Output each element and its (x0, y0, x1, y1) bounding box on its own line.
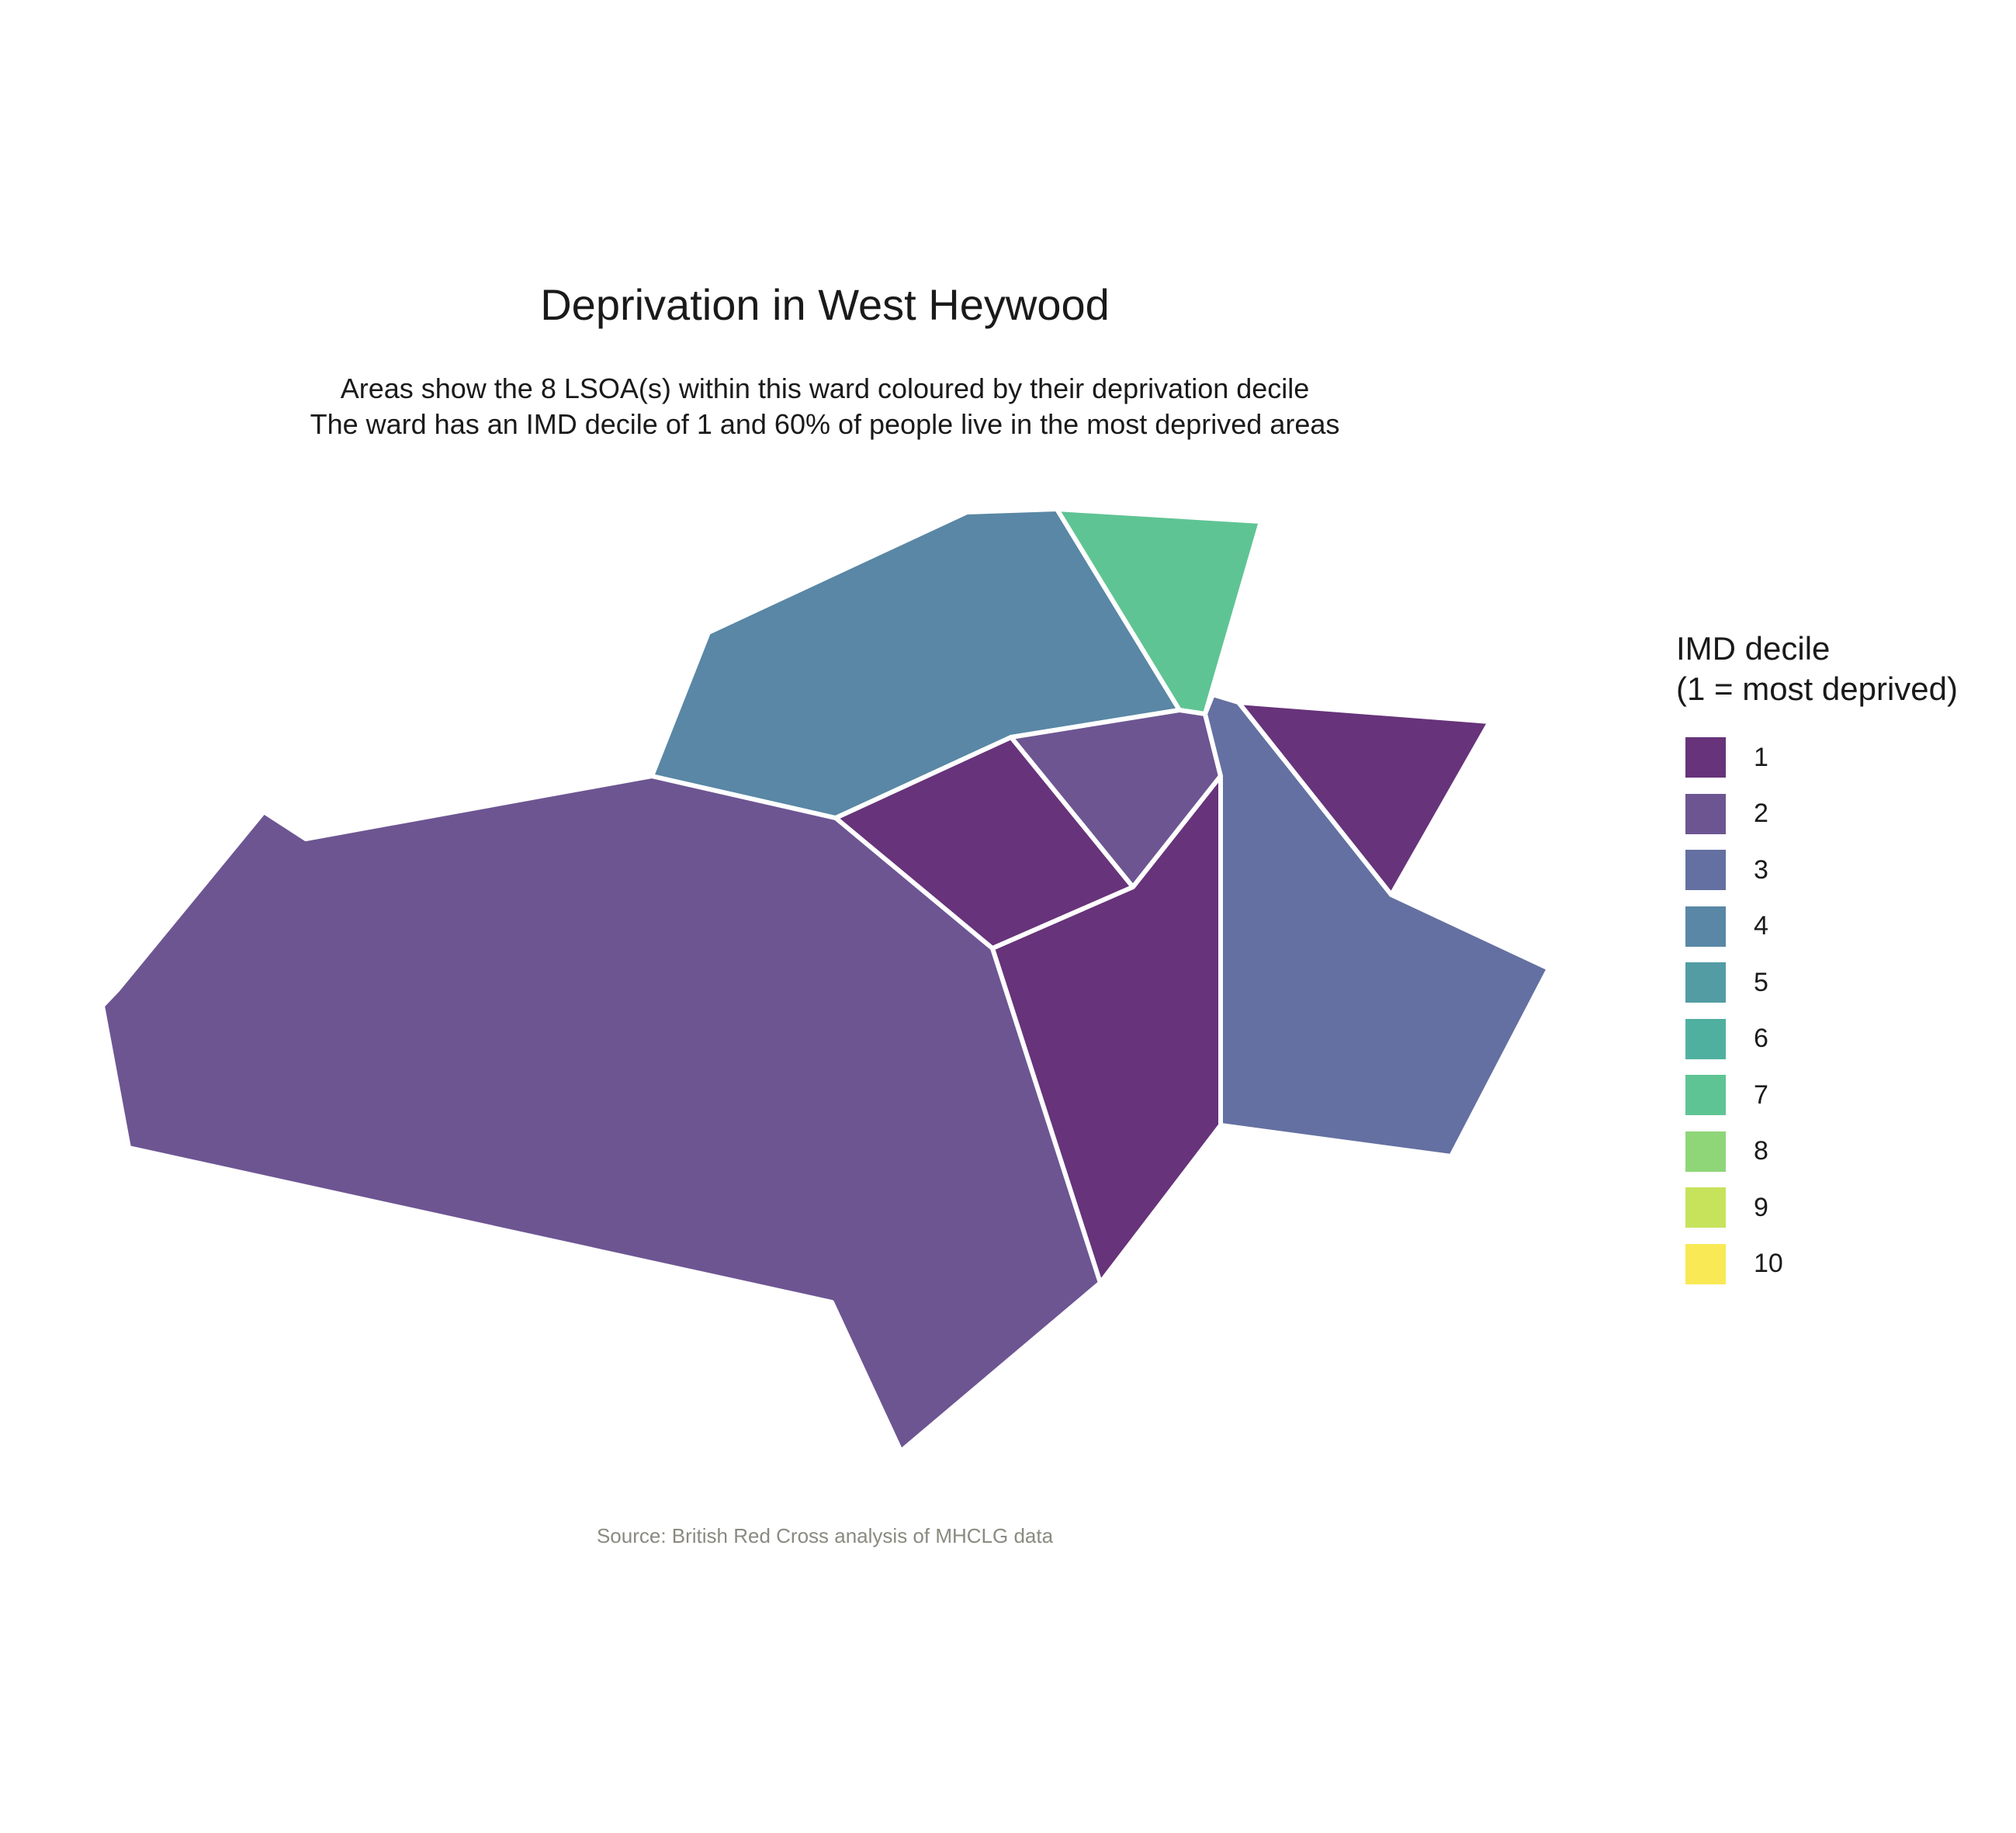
lsoa-west-large (100, 774, 1103, 1454)
legend-label: 5 (1754, 967, 1768, 997)
legend-swatch (1685, 1187, 1726, 1228)
legend-swatch (1685, 906, 1726, 947)
legend-title: IMD decile (1 = most deprived) (1676, 629, 1958, 709)
map-title: Deprivation in West Heywood (540, 280, 1110, 329)
legend-label: 8 (1754, 1136, 1768, 1166)
legend-label: 4 (1754, 911, 1768, 941)
legend-swatch (1685, 793, 1726, 834)
legend-item-1: 1 (1676, 729, 1958, 786)
legend-label: 10 (1754, 1249, 1783, 1279)
legend-label: 2 (1754, 799, 1768, 829)
legend-item-8: 8 (1676, 1124, 1958, 1180)
legend-item-2: 2 (1676, 786, 1958, 843)
legend-label: 7 (1754, 1079, 1768, 1110)
legend-item-7: 7 (1676, 1067, 1958, 1124)
legend-label: 9 (1754, 1192, 1768, 1222)
legend-item-6: 6 (1676, 1011, 1958, 1068)
map-subtitle: Areas show the 8 LSOA(s) within this war… (0, 371, 1650, 442)
legend-title-line-2: (1 = most deprived) (1676, 670, 1958, 707)
legend-swatch (1685, 962, 1726, 1003)
legend-swatch (1685, 1075, 1726, 1116)
legend-title-line-1: IMD decile (1676, 630, 1831, 667)
legend-label: 6 (1754, 1024, 1768, 1054)
legend: IMD decile (1 = most deprived) 1 2 3 4 5… (1676, 629, 1958, 1292)
source-caption: Source: British Red Cross analysis of MH… (596, 1524, 1054, 1547)
legend-items: 1 2 3 4 5 6 7 8 9 10 (1676, 729, 1958, 1292)
legend-item-9: 9 (1676, 1180, 1958, 1236)
legend-item-5: 5 (1676, 955, 1958, 1011)
lsoa-far-east (1236, 700, 1492, 897)
legend-swatch (1685, 1131, 1726, 1172)
legend-swatch (1685, 737, 1726, 778)
lsoa-east (1203, 692, 1551, 1159)
subtitle-line-2: The ward has an IMD decile of 1 and 60% … (310, 408, 1340, 440)
legend-item-3: 3 (1676, 842, 1958, 899)
legend-item-10: 10 (1676, 1236, 1958, 1293)
legend-item-4: 4 (1676, 899, 1958, 955)
legend-swatch (1685, 1243, 1726, 1284)
legend-label: 1 (1754, 742, 1768, 772)
legend-label: 3 (1754, 854, 1768, 885)
legend-swatch (1685, 1018, 1726, 1059)
subtitle-line-1: Areas show the 8 LSOA(s) within this war… (340, 372, 1310, 404)
legend-swatch (1685, 850, 1726, 891)
